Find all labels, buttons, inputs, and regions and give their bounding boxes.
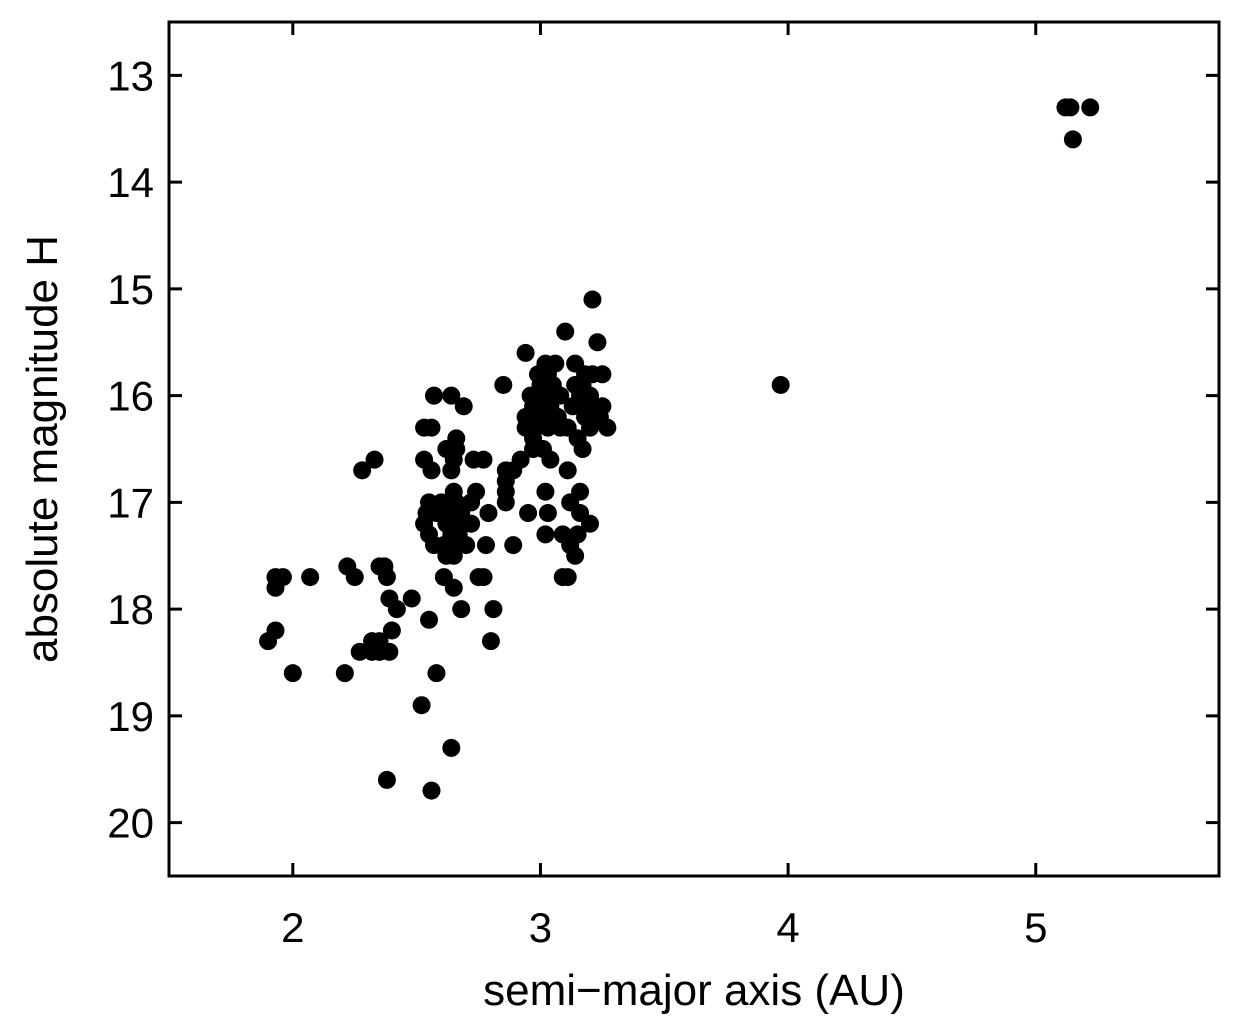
data-point xyxy=(457,536,476,555)
data-points xyxy=(259,98,1100,800)
data-point xyxy=(583,290,602,309)
data-point xyxy=(345,568,364,587)
data-point xyxy=(558,568,577,587)
data-point xyxy=(516,343,535,362)
y-axis-title: absolute magnitude H xyxy=(18,235,67,663)
y-tick-label: 19 xyxy=(107,693,154,740)
data-point xyxy=(484,600,503,619)
data-point xyxy=(538,504,557,523)
y-tick-label: 15 xyxy=(107,266,154,313)
data-point xyxy=(580,514,599,533)
data-point xyxy=(462,514,481,533)
data-point xyxy=(494,375,513,394)
x-tick-label: 4 xyxy=(776,904,799,951)
data-point xyxy=(573,440,592,458)
data-point xyxy=(422,418,441,437)
data-point xyxy=(377,568,396,587)
y-tick-label: 13 xyxy=(107,52,154,99)
data-point xyxy=(1081,98,1100,117)
data-point xyxy=(474,568,493,587)
data-point xyxy=(476,536,495,555)
data-point xyxy=(598,418,617,437)
x-tick-label: 2 xyxy=(281,904,304,951)
data-point xyxy=(283,664,302,683)
y-tick-label: 17 xyxy=(107,479,154,526)
data-point xyxy=(442,386,461,405)
data-point xyxy=(1061,98,1080,117)
data-point xyxy=(541,450,560,469)
data-point xyxy=(335,664,354,683)
data-point xyxy=(1063,130,1082,149)
data-point xyxy=(558,461,577,480)
data-point xyxy=(504,536,523,555)
data-point xyxy=(496,493,515,512)
data-point xyxy=(422,781,441,800)
data-point xyxy=(474,450,493,469)
data-point xyxy=(593,365,612,384)
x-axis-title: semi−major axis (AU) xyxy=(483,966,905,1015)
data-point xyxy=(412,696,431,715)
data-point xyxy=(519,504,538,523)
data-point xyxy=(481,632,500,651)
data-point xyxy=(538,418,557,437)
y-axis-ticks: 13 14 15 16 17 18 19 20 xyxy=(107,52,1219,847)
data-point xyxy=(454,397,473,416)
data-point xyxy=(382,621,401,640)
data-point xyxy=(377,770,396,789)
data-point xyxy=(536,482,555,501)
data-point xyxy=(452,600,471,619)
data-point xyxy=(442,738,461,757)
data-point xyxy=(301,568,320,587)
data-point xyxy=(259,632,278,651)
data-point xyxy=(420,610,439,629)
data-point xyxy=(427,664,446,683)
x-axis-ticks: 2 3 4 5 xyxy=(281,22,1047,951)
data-point xyxy=(479,504,498,523)
data-point xyxy=(580,418,599,437)
data-point xyxy=(566,546,585,565)
data-point xyxy=(266,578,285,597)
y-tick-label: 18 xyxy=(107,586,154,633)
data-point xyxy=(442,461,461,480)
data-point xyxy=(444,578,463,597)
data-point xyxy=(536,525,555,544)
data-point xyxy=(387,600,406,619)
y-tick-label: 14 xyxy=(107,159,154,206)
x-tick-label: 3 xyxy=(529,904,552,951)
data-point xyxy=(556,322,575,341)
data-point xyxy=(380,642,399,661)
data-point xyxy=(353,461,372,480)
x-tick-label: 5 xyxy=(1024,904,1047,951)
data-point xyxy=(771,375,790,394)
y-tick-label: 16 xyxy=(107,373,154,420)
data-point xyxy=(422,461,441,480)
data-point xyxy=(365,450,384,469)
plot-area-frame xyxy=(167,20,1221,878)
data-point xyxy=(424,386,443,405)
data-point xyxy=(402,589,421,608)
data-point xyxy=(444,546,463,565)
data-point xyxy=(588,333,607,352)
data-point xyxy=(350,642,369,661)
y-tick-label: 20 xyxy=(107,800,154,847)
